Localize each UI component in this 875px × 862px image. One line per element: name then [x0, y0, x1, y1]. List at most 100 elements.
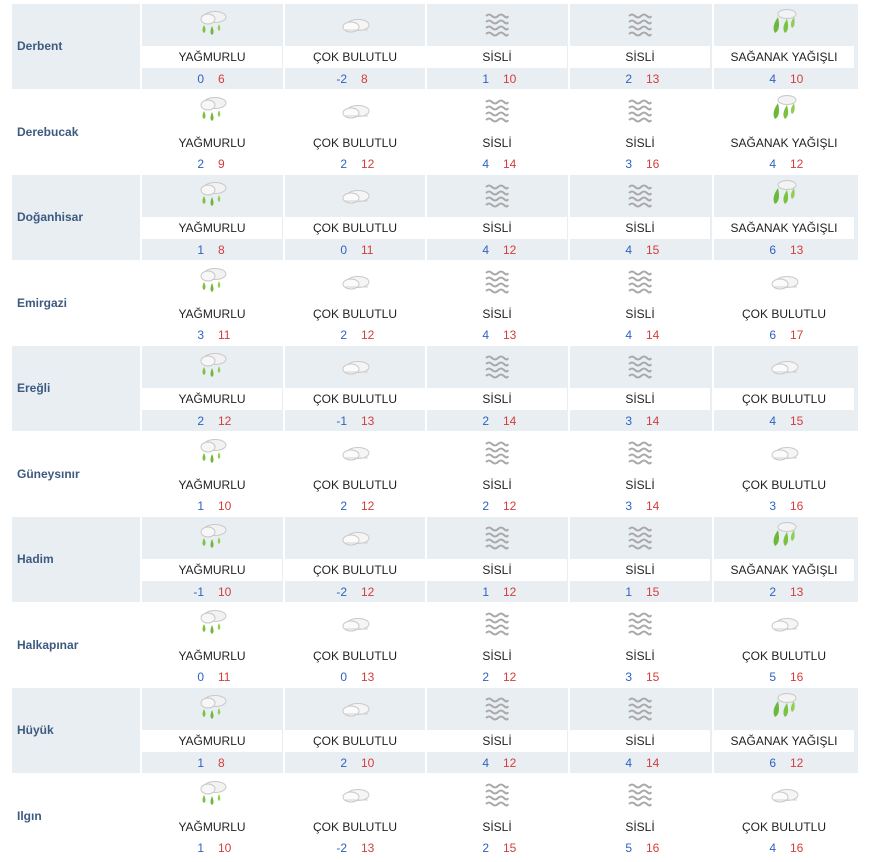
forecast-day-cell: SİSLİ 3 15	[568, 602, 710, 688]
min-temperature: 2	[769, 584, 776, 599]
max-temperature: 10	[361, 755, 375, 770]
forecast-day-cell: SİSLİ 4 14	[568, 260, 710, 346]
min-temperature: 2	[482, 413, 489, 428]
min-temperature: 1	[197, 841, 204, 855]
forecast-day-cell: ÇOK BULUTLU 3 16	[712, 431, 854, 517]
condition-label: YAĞMURLU	[178, 50, 246, 64]
condition-label: ÇOK BULUTLU	[312, 734, 398, 748]
min-temperature: 3	[625, 157, 632, 171]
max-temperature: 10	[503, 71, 517, 86]
max-temperature: 12	[790, 157, 804, 171]
forecast-day-cell: YAĞMURLU 2 12	[140, 346, 282, 431]
min-temperature: 1	[482, 71, 489, 86]
city-name[interactable]: Doğanhisar	[17, 210, 84, 225]
max-temperature: 15	[646, 670, 660, 684]
min-temperature: 2	[340, 328, 347, 342]
condition-label: SİSLİ	[625, 306, 655, 321]
max-temperature: 6	[218, 71, 225, 86]
forecast-day-cell: YAĞMURLU 0 6	[140, 4, 282, 89]
fog-icon	[483, 97, 511, 125]
rain-icon	[195, 521, 229, 555]
city-row: Hadim YAĞMURLU -1 10 ÇOK BULUTLU -2 12 SİSLİ…	[12, 517, 858, 603]
city-name[interactable]: Güneysınır	[17, 466, 80, 481]
max-temperature: 12	[361, 157, 375, 171]
rain-icon	[195, 8, 229, 42]
city-name[interactable]: Ilgın	[17, 808, 42, 823]
min-temperature: 4	[482, 242, 489, 257]
min-temperature: 5	[769, 670, 776, 684]
city-name[interactable]: Hadim	[17, 552, 54, 567]
city-row: Ilgın YAĞMURLU 1 10 ÇOK BULUTLU -2 13 SİSLİ 2…	[12, 773, 858, 859]
min-temperature: 4	[769, 71, 776, 86]
cloud-icon	[338, 99, 372, 123]
city-name[interactable]: Derebucak	[17, 124, 79, 139]
fog-icon	[626, 439, 654, 467]
cloud-icon	[767, 355, 801, 379]
condition-label: SİSLİ	[482, 392, 512, 406]
forecast-day-cell: YAĞMURLU 1 10	[140, 431, 282, 517]
forecast-day-cell: SİSLİ 2 12	[425, 431, 567, 517]
min-temperature: 6	[769, 242, 776, 257]
max-temperature: 16	[790, 670, 804, 684]
forecast-day-cell: ÇOK BULUTLU -2 13	[283, 773, 425, 859]
condition-label: ÇOK BULUTLU	[312, 221, 398, 235]
condition-label: YAĞMURLU	[178, 477, 246, 492]
city-name[interactable]: Hüyük	[17, 723, 54, 738]
shower-icon	[767, 7, 801, 43]
min-temperature: -2	[336, 71, 347, 86]
max-temperature: 13	[361, 413, 375, 428]
min-temperature: 4	[482, 328, 489, 342]
rain-icon	[195, 350, 229, 384]
forecast-day-cell: ÇOK BULUTLU 5 16	[712, 602, 854, 688]
city-name[interactable]: Emirgazi	[17, 295, 68, 310]
forecast-day-cell: SİSLİ 4 14	[568, 688, 710, 773]
condition-label: ÇOK BULUTLU	[312, 306, 398, 321]
max-temperature: 11	[361, 242, 374, 257]
fog-icon	[626, 781, 654, 809]
max-temperature: 13	[361, 670, 375, 684]
city-row: Doğanhisar YAĞMURLU 1 8 ÇOK BULUTLU 0 11 SİS…	[12, 175, 858, 261]
condition-label: SİSLİ	[625, 819, 655, 834]
max-temperature: 14	[503, 157, 517, 171]
min-temperature: 3	[769, 499, 776, 513]
condition-label: SİSLİ	[625, 563, 655, 577]
cloud-icon	[767, 441, 801, 465]
fog-icon	[483, 268, 511, 296]
forecast-day-cell: SİSLİ 2 13	[568, 4, 710, 89]
condition-label: ÇOK BULUTLU	[312, 563, 398, 577]
forecast-day-cell: ÇOK BULUTLU -1 13	[283, 346, 425, 431]
condition-label: SİSLİ	[625, 734, 655, 748]
fog-icon	[483, 610, 511, 638]
min-temperature: 3	[625, 413, 632, 428]
condition-label: YAĞMURLU	[178, 135, 246, 150]
cloud-icon	[767, 783, 801, 807]
max-temperature: 8	[218, 755, 225, 770]
city-row: Hüyük YAĞMURLU 1 8 ÇOK BULUTLU 2 10 SİSLİ 4 12…	[12, 688, 858, 774]
forecast-day-cell: SAĞANAK YAĞIŞLI 6 13	[712, 175, 854, 260]
min-temperature: 2	[340, 755, 347, 770]
max-temperature: 8	[218, 242, 225, 257]
forecast-day-cell: ÇOK BULUTLU 2 12	[283, 89, 425, 175]
max-temperature: 14	[646, 499, 660, 513]
city-name[interactable]: Halkapınar	[17, 637, 79, 652]
city-name[interactable]: Derbent	[17, 39, 63, 54]
condition-label: SİSLİ	[482, 306, 512, 321]
fog-icon	[626, 11, 654, 39]
condition-label: SİSLİ	[482, 734, 512, 748]
condition-label: SİSLİ	[482, 819, 512, 834]
cloud-icon	[338, 783, 372, 807]
fog-icon	[483, 11, 511, 39]
min-temperature: 4	[769, 841, 776, 855]
fog-icon	[483, 524, 511, 552]
rain-icon	[195, 607, 229, 641]
min-temperature: 2	[625, 71, 632, 86]
condition-label: YAĞMURLU	[178, 734, 246, 748]
condition-label: ÇOK BULUTLU	[741, 477, 827, 492]
condition-label: YAĞMURLU	[178, 221, 246, 235]
forecast-day-cell: YAĞMURLU -1 10	[140, 517, 282, 602]
city-name[interactable]: Ereğli	[17, 381, 51, 396]
condition-label: SİSLİ	[482, 648, 512, 663]
shower-icon	[767, 691, 801, 727]
max-temperature: 15	[646, 584, 660, 599]
forecast-day-cell: ÇOK BULUTLU 2 12	[283, 260, 425, 346]
